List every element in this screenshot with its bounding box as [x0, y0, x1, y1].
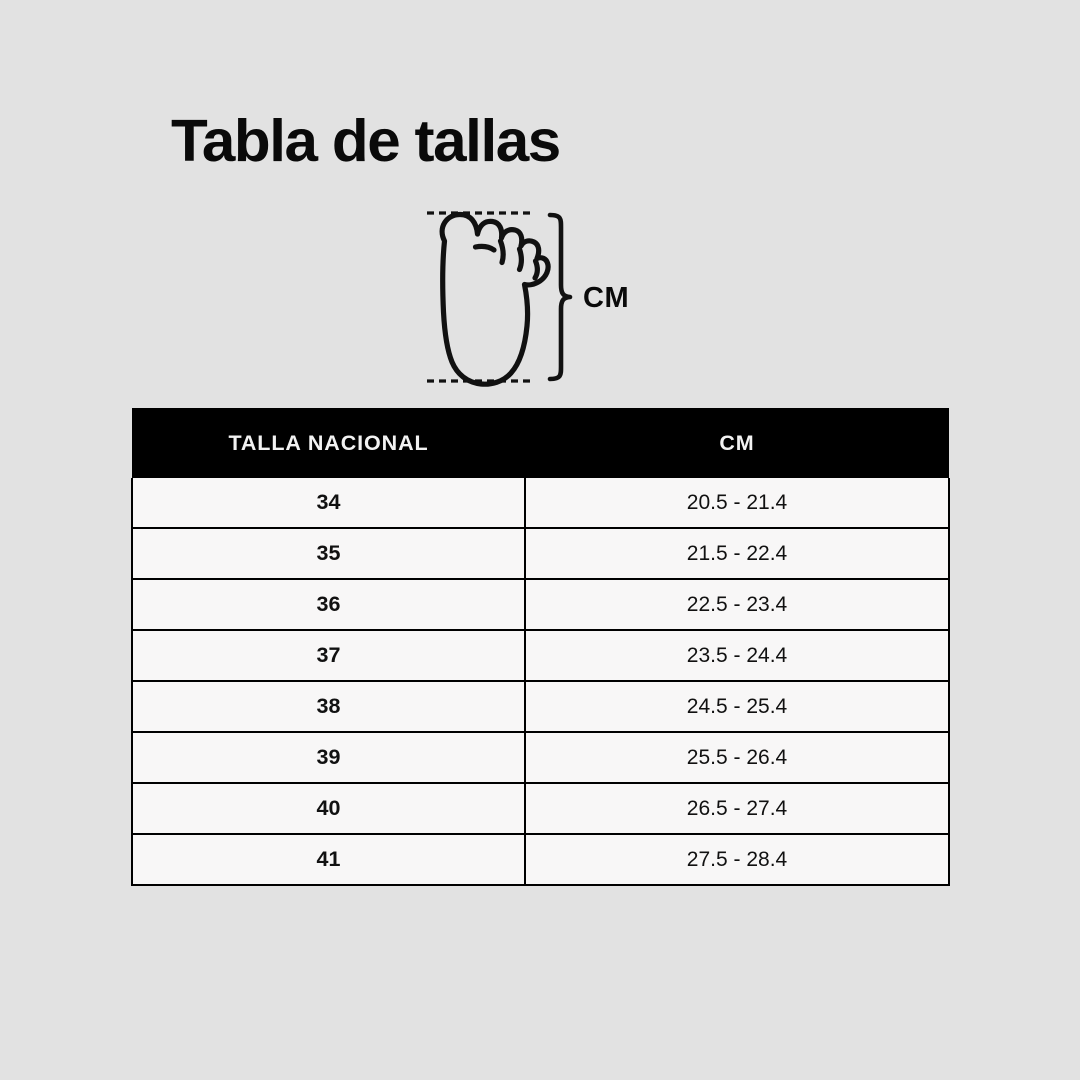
- foot-measurement-diagram: CM: [415, 205, 675, 395]
- table-row: 40 26.5 - 27.4: [131, 783, 950, 835]
- column-header-cm: CM: [525, 408, 949, 478]
- table-row: 36 22.5 - 23.4: [131, 579, 950, 631]
- cell-size: 40: [131, 783, 526, 835]
- page-title: Tabla de tallas: [171, 108, 561, 174]
- table-row: 41 27.5 - 28.4: [131, 834, 950, 886]
- cell-size: 41: [131, 834, 526, 886]
- cell-cm: 23.5 - 24.4: [525, 630, 950, 682]
- table-row: 38 24.5 - 25.4: [131, 681, 950, 733]
- cm-measure-label: CM: [583, 282, 629, 314]
- cell-cm: 21.5 - 22.4: [525, 528, 950, 580]
- cell-cm: 25.5 - 26.4: [525, 732, 950, 784]
- cell-cm: 26.5 - 27.4: [525, 783, 950, 835]
- table-header-row: TALLA NACIONAL CM: [132, 408, 949, 478]
- table-row: 35 21.5 - 22.4: [131, 528, 950, 580]
- cell-size: 36: [131, 579, 526, 631]
- cell-cm: 24.5 - 25.4: [525, 681, 950, 733]
- size-chart-table: TALLA NACIONAL CM 34 20.5 - 21.4 35 21.5…: [131, 408, 950, 886]
- table-row: 39 25.5 - 26.4: [131, 732, 950, 784]
- table-body: 34 20.5 - 21.4 35 21.5 - 22.4 36 22.5 - …: [131, 478, 950, 886]
- cell-cm: 22.5 - 23.4: [525, 579, 950, 631]
- table-row: 34 20.5 - 21.4: [131, 478, 950, 529]
- cell-cm: 27.5 - 28.4: [525, 834, 950, 886]
- table-row: 37 23.5 - 24.4: [131, 630, 950, 682]
- cell-size: 37: [131, 630, 526, 682]
- cell-size: 39: [131, 732, 526, 784]
- measurement-brace-icon: [547, 212, 573, 382]
- column-header-talla-nacional: TALLA NACIONAL: [132, 408, 525, 478]
- cell-cm: 20.5 - 21.4: [525, 478, 950, 529]
- cell-size: 38: [131, 681, 526, 733]
- cell-size: 35: [131, 528, 526, 580]
- cell-size: 34: [131, 478, 526, 529]
- foot-outline-icon: [439, 211, 551, 387]
